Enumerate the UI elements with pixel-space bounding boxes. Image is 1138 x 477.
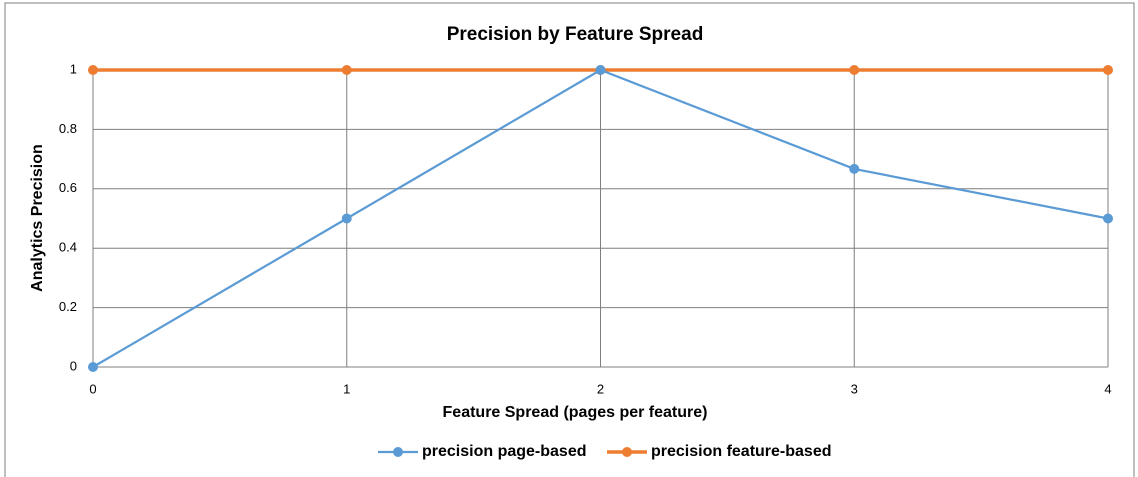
x-tick-label: 4 bbox=[1104, 381, 1111, 396]
y-tick-label: 0.2 bbox=[59, 299, 77, 314]
chart-border bbox=[4, 2, 1135, 477]
data-point bbox=[849, 65, 860, 75]
x-tick-label: 0 bbox=[89, 381, 96, 396]
legend-marker bbox=[393, 447, 403, 457]
chart-title: Precision by Feature Spread bbox=[447, 24, 704, 45]
y-tick-label: 0.6 bbox=[59, 180, 77, 195]
y-axis-label: Analytics Precision bbox=[29, 144, 46, 292]
data-point bbox=[88, 362, 98, 372]
data-point bbox=[849, 163, 860, 174]
data-point bbox=[341, 213, 352, 224]
y-tick-label: 1 bbox=[70, 61, 77, 76]
y-tick-label: 0 bbox=[70, 358, 77, 373]
x-axis-label: Feature Spread (pages per feature) bbox=[443, 404, 708, 421]
data-point bbox=[595, 65, 606, 75]
legend-label: precision feature-based bbox=[651, 443, 832, 460]
data-point bbox=[88, 65, 98, 75]
data-point bbox=[1103, 65, 1113, 75]
x-tick-label: 2 bbox=[597, 381, 604, 396]
x-tick-label: 1 bbox=[343, 381, 350, 396]
y-tick-label: 0.4 bbox=[59, 240, 77, 255]
data-point bbox=[1103, 213, 1113, 224]
x-tick-label: 3 bbox=[851, 381, 858, 396]
data-point bbox=[341, 65, 352, 75]
legend-label: precision page-based bbox=[422, 443, 587, 460]
legend-marker bbox=[622, 447, 632, 457]
y-tick-label: 0.8 bbox=[59, 121, 77, 136]
